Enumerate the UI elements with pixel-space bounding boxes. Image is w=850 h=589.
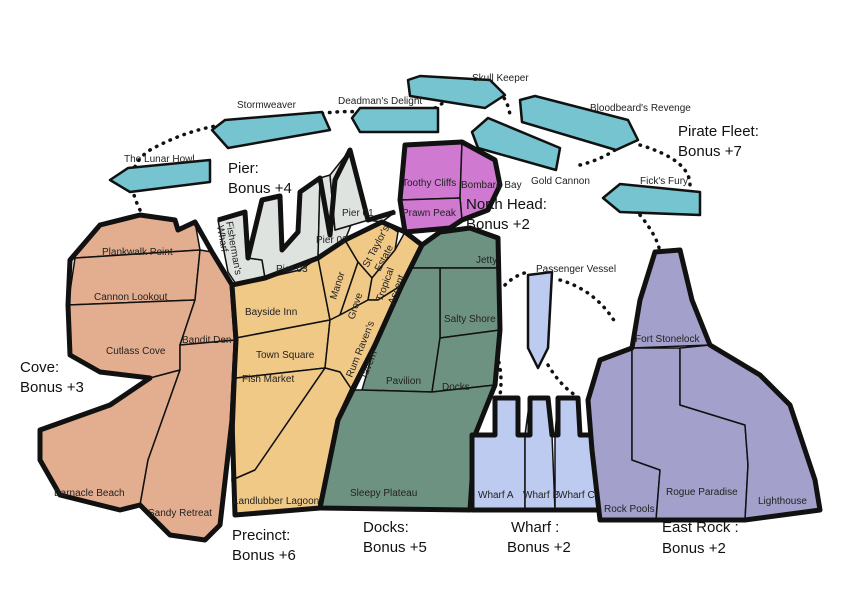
territory-the-lunar-howl[interactable] (108, 158, 212, 194)
route-vessel-east (558, 278, 617, 324)
wharf-name: Wharf : (511, 519, 559, 536)
label-lighthouse: Lighthouse (758, 496, 807, 507)
route-skull-gold (498, 90, 512, 120)
cove-bonus: Bonus +3 (20, 379, 84, 396)
wharf-bonus: Bonus +2 (507, 539, 571, 556)
label-ficks-fury: Fick's Fury (640, 176, 688, 187)
territory-passenger-vessel[interactable] (526, 270, 554, 370)
label-pier-03: Pier 03 (276, 264, 308, 275)
label-fish-market: Fish Market (242, 374, 294, 385)
label-passenger-vessel: Passenger Vessel (536, 264, 616, 275)
label-barnacle-beach: Barnacle Beach (54, 488, 125, 499)
label-the-lunar-howl: The Lunar Howl (124, 154, 195, 165)
sea-routes (130, 88, 692, 397)
label-wharf-c: Wharf C (558, 490, 595, 501)
label-landlubber-lagoon: Landlubber Lagoon (233, 496, 319, 507)
label-cannon-lookout: Cannon Lookout (94, 292, 168, 303)
route-bloodbeard-fick (638, 143, 692, 187)
region-docks (317, 225, 503, 513)
label-rogue-paradise: Rogue Paradise (666, 487, 738, 498)
label-sleepy-plateau: Sleepy Plateau (350, 488, 417, 499)
territory-toothy-cliffs[interactable] (399, 141, 463, 201)
pirate-fleet-bonus: Bonus +7 (678, 143, 742, 160)
label-town-square: Town Square (256, 350, 315, 361)
label-skull-keeper: Skull Keeper (472, 73, 529, 84)
north-head-name: North Head: (466, 196, 547, 213)
label-docks: Docks (442, 382, 470, 393)
route-docks-vessel (503, 270, 530, 287)
territory-gold-cannon[interactable] (470, 116, 562, 172)
north-head-bonus: Bonus +2 (466, 216, 530, 233)
territory-bloodbeards-revenge[interactable] (518, 94, 640, 152)
label-gold-cannon: Gold Cannon (531, 176, 590, 187)
territory-skull-keeper[interactable] (406, 74, 507, 110)
region-north-head (397, 139, 503, 235)
territory-stormweaver[interactable] (210, 110, 332, 150)
region-east-rock (585, 247, 823, 523)
label-wharf-a: Wharf A (478, 490, 514, 501)
region-pirate-fleet (108, 74, 702, 217)
route-gold-bloodbeard (578, 148, 617, 167)
label-bayside-inn: Bayside Inn (245, 307, 297, 318)
label-salty-shore: Salty Shore (444, 314, 496, 325)
region-cove (37, 212, 239, 543)
docks-name: Docks: (363, 519, 409, 536)
label-deadmans-delight: Deadman's Delight (338, 96, 422, 107)
route-fick-east (638, 213, 662, 257)
east-rock-name: East Rock : (662, 519, 739, 536)
region-wharf (469, 395, 603, 513)
label-pavilion: Pavilion (386, 376, 421, 387)
label-cutlass-cove: Cutlass Cove (106, 346, 166, 357)
label-prawn-peak: Prawn Peak (402, 208, 457, 219)
route-vessel-wharf (546, 363, 577, 397)
label-wharf-b: Wharf B (523, 490, 559, 501)
label-toothy-cliffs: Toothy Cliffs (402, 178, 456, 189)
label-stormweaver: Stormweaver (237, 100, 297, 111)
label-bloodbeards-revenge: Bloodbeard's Revenge (590, 103, 691, 114)
precinct-bonus: Bonus +6 (232, 547, 296, 564)
route-stormweaver-deadman (298, 109, 362, 120)
docks-bonus: Bonus +5 (363, 539, 427, 556)
label-bandit-den: Bandit Den (182, 335, 231, 346)
region-labels: Cove: Bonus +3 Precinct: Bonus +6 Docks:… (20, 123, 759, 564)
territory-deadmans-delight[interactable] (350, 106, 440, 134)
label-sandy-retreat: Sandy Retreat (148, 508, 212, 519)
pier-bonus: Bonus +4 (228, 180, 292, 197)
pirate-fleet-name: Pirate Fleet: (678, 123, 759, 140)
label-plankwalk-point: Plankwalk Point (102, 247, 173, 258)
precinct-name: Precinct: (232, 527, 290, 544)
pier-name: Pier: (228, 160, 259, 177)
label-jetty: Jetty (476, 255, 497, 266)
territory-salty-shore[interactable] (439, 267, 501, 339)
route-docks-wharf (495, 353, 503, 397)
label-wharf: Wharf (214, 225, 230, 253)
label-bombard-bay: Bombard Bay (461, 180, 522, 191)
cove-name: Cove: (20, 359, 59, 376)
territory-ficks-fury[interactable] (601, 182, 702, 217)
label-pier-02: Pier 02 (316, 235, 348, 246)
label-pier-01: Pier 01 (342, 208, 374, 219)
region-precinct (229, 219, 425, 518)
label-fort-stonelock: Fort Stonelock (635, 334, 700, 345)
east-rock-bonus: Bonus +2 (662, 540, 726, 557)
label-rock-pools: Rock Pools (604, 504, 655, 515)
